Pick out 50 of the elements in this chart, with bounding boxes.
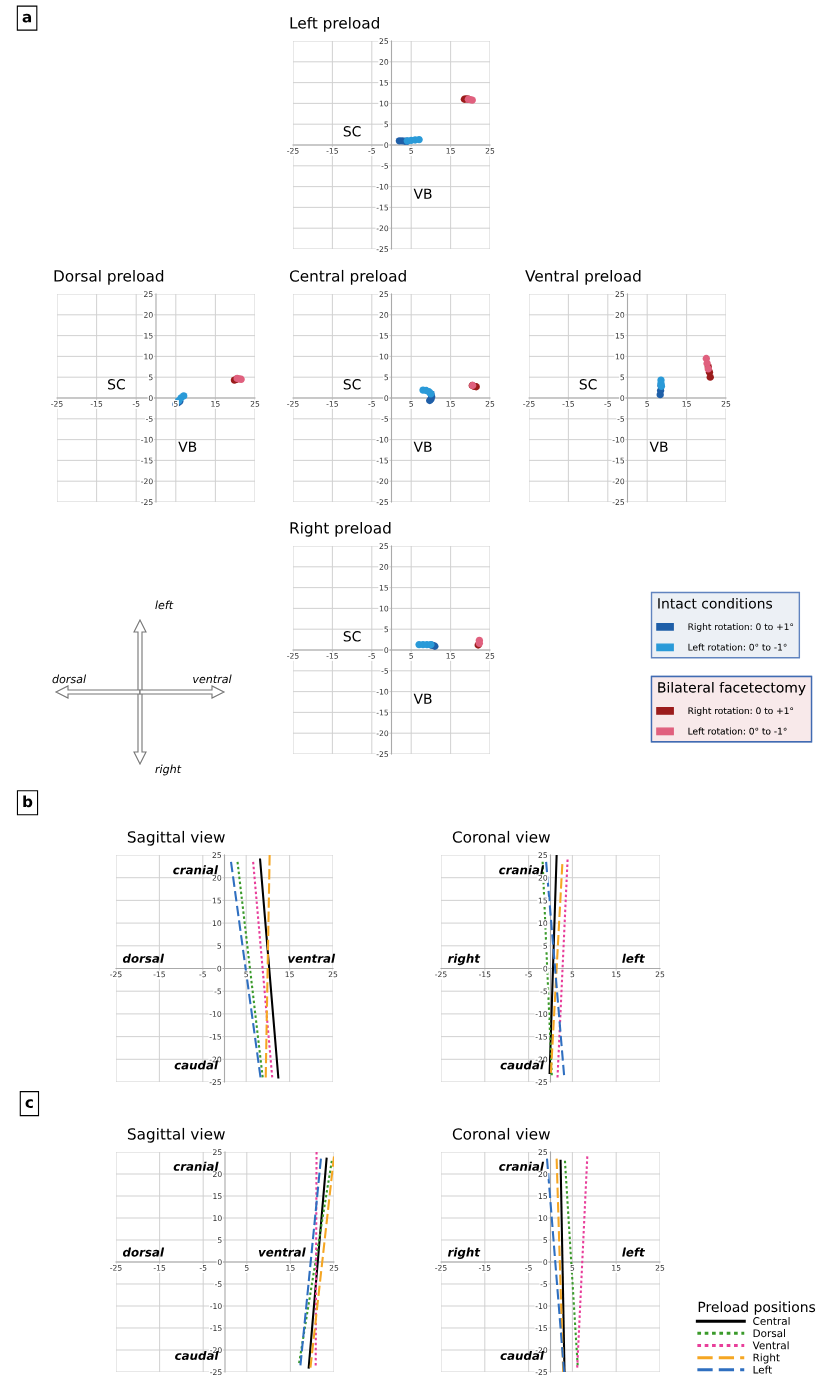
annotation: cranial <box>173 865 219 875</box>
annotation: cranial <box>499 865 545 875</box>
legend-label: Left rotation: 0° to -1° <box>688 643 787 651</box>
annotation: right <box>447 953 481 966</box>
annotation: SC <box>343 126 361 137</box>
text: c <box>25 1099 33 1109</box>
text: right <box>155 764 182 776</box>
annotation: SC <box>343 631 361 642</box>
annotation: VB <box>178 441 197 452</box>
chart-title: Ventral preload <box>525 269 641 285</box>
annotation: cranial <box>173 1161 219 1171</box>
chart-title: Left preload <box>290 16 379 32</box>
legend-label: Left <box>753 1365 772 1374</box>
annotation: right <box>447 1247 481 1259</box>
chart-title: Sagittal view <box>127 830 225 846</box>
chart-title: Right preload <box>290 521 391 537</box>
text: ventral <box>193 674 232 684</box>
annotation: ventral <box>258 1247 306 1257</box>
annotation: dorsal <box>122 1247 165 1257</box>
text: Intact conditions <box>658 597 773 609</box>
annotation: SC <box>108 379 125 390</box>
text: b <box>23 795 33 808</box>
annotation: VB <box>413 693 432 704</box>
legend-label: Ventral <box>752 1341 789 1350</box>
text: a <box>22 13 32 23</box>
annotation: VB <box>413 441 432 452</box>
annotation: left <box>622 1247 646 1257</box>
text: Bilateral facetectomy <box>658 681 806 696</box>
annotation: VB <box>649 441 668 452</box>
legend-label: Dorsal <box>753 1329 785 1338</box>
chart-title: Coronal view <box>452 1127 550 1140</box>
chart-title: Coronal view <box>452 830 550 843</box>
annotation: cranial <box>499 1161 545 1171</box>
chart-title: Central preload <box>289 269 406 285</box>
annotation: left <box>622 953 646 963</box>
chart-title: Dorsal preload <box>54 269 164 285</box>
annotation: VB <box>413 188 432 199</box>
legend-label: Central <box>753 1316 790 1325</box>
annotation: dorsal <box>122 953 165 963</box>
legend-label: Right rotation: 0 to +1° <box>688 623 794 632</box>
legend-title: Preload positions <box>698 1301 816 1315</box>
text: left <box>155 600 174 610</box>
annotation: SC <box>343 379 361 390</box>
legend-label: Right rotation: 0 to +1° <box>688 707 794 716</box>
chart-title: Sagittal view <box>127 1127 225 1143</box>
legend-label: Right <box>753 1353 780 1364</box>
annotation: SC <box>579 379 597 390</box>
legend-label: Left rotation: 0° to -1° <box>688 727 787 735</box>
annotation: ventral <box>288 953 336 963</box>
text: dorsal <box>52 674 87 684</box>
